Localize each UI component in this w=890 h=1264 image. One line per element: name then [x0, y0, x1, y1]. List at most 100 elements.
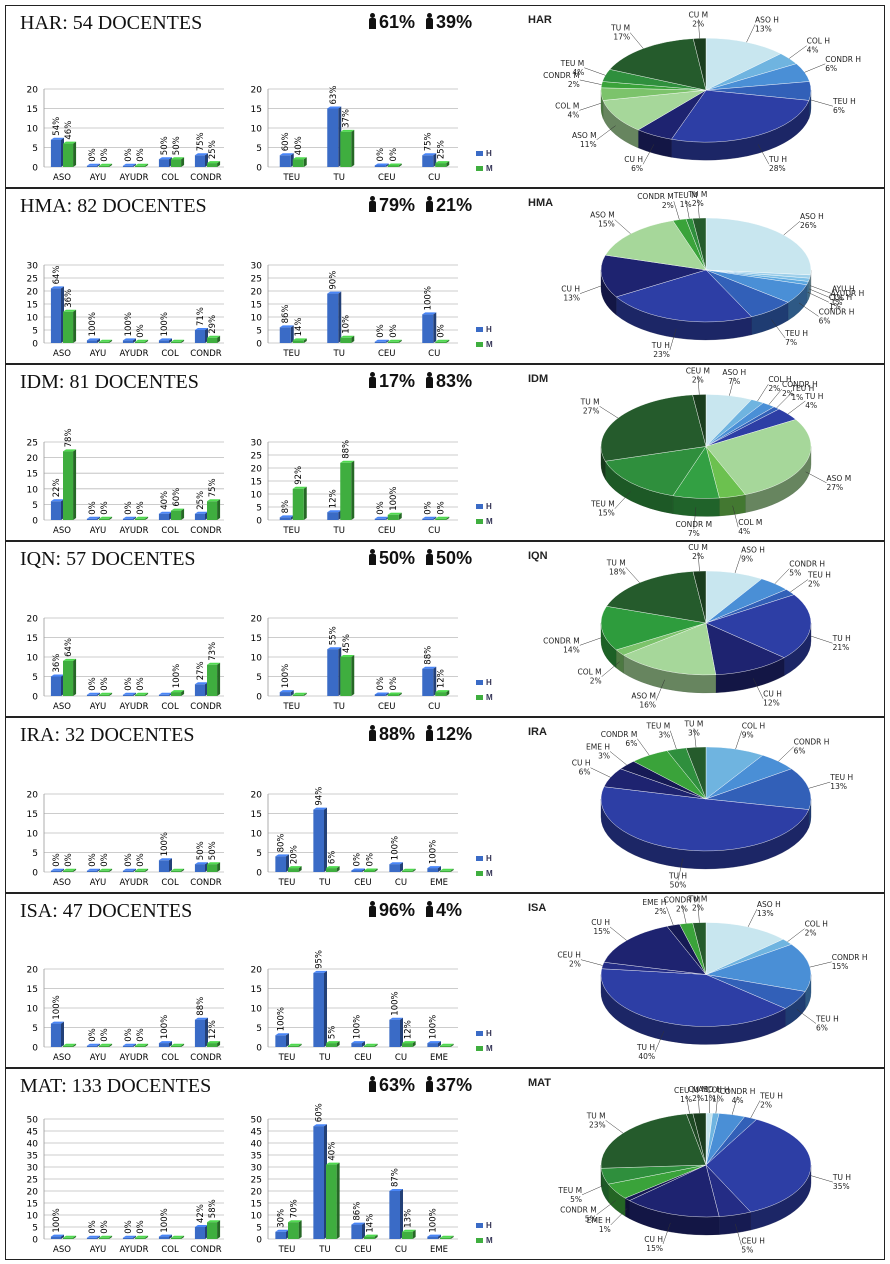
- pie-slice: [692, 570, 707, 624]
- data-label: 50%: [196, 841, 206, 860]
- data-label: 0%: [376, 501, 386, 515]
- y-tick-label: 25: [27, 1176, 38, 1186]
- x-tick-label: CEU: [354, 878, 372, 888]
- data-label: 75%: [424, 132, 434, 151]
- pie-slice-label: TU H: [768, 155, 787, 164]
- y-tick-label: 0: [32, 1044, 38, 1054]
- bar-top: [351, 1041, 365, 1044]
- bar-top: [194, 1017, 208, 1020]
- pie-slice-value: 27%: [583, 406, 600, 415]
- panel-title: IDM: 81 DOCENTES: [20, 371, 199, 393]
- data-label: 13%: [403, 1209, 413, 1228]
- pie-slice-value: 6%: [825, 64, 837, 73]
- gender-percentages: 96% 4%: [368, 900, 462, 921]
- bar-h: [389, 1019, 400, 1047]
- bar-top: [427, 1234, 441, 1237]
- pie-title: HMA: [528, 197, 554, 209]
- leader-line: [584, 67, 606, 76]
- man-icon: [368, 196, 376, 212]
- bar-h: [327, 108, 339, 167]
- bar-side: [398, 163, 402, 167]
- women-percent: 50%: [436, 548, 473, 568]
- women-percent: 37%: [436, 1075, 473, 1095]
- data-label: 5%: [327, 1026, 337, 1040]
- bar-m: [171, 159, 182, 167]
- bar-top: [440, 868, 454, 871]
- bar-top: [194, 328, 208, 330]
- y-tick-label: 0: [256, 340, 262, 350]
- y-tick-label: 15: [27, 105, 38, 115]
- pie-title: MAT: [528, 1077, 552, 1089]
- pie-slice-label: ASO H: [698, 1085, 722, 1094]
- y-tick-label: 20: [251, 615, 263, 625]
- legend-swatch: [476, 856, 483, 862]
- bar-side: [73, 1043, 77, 1047]
- bar-side: [109, 516, 113, 520]
- bar-top: [158, 858, 172, 861]
- data-label: 75%: [196, 132, 206, 151]
- pie-slice-label: CU H: [644, 1235, 663, 1244]
- data-label: 40%: [160, 491, 170, 510]
- data-label: 64%: [64, 638, 74, 657]
- y-tick-label: 45: [251, 1128, 262, 1138]
- bar-top: [340, 655, 355, 657]
- pie-chart: ASO H26%AYU H1%AYUDR H1%COL H1%CONDR H6%…: [561, 190, 864, 359]
- woman-icon: [425, 1076, 434, 1092]
- legend-swatch: [476, 327, 483, 333]
- bar-top: [135, 868, 149, 871]
- leader-line: [685, 199, 690, 219]
- bar-m: [435, 692, 447, 696]
- x-tick-label: TU: [318, 1053, 330, 1063]
- leader-line: [731, 1096, 738, 1115]
- x-tick-label: COL: [161, 878, 179, 888]
- x-tick-label: TU: [318, 878, 330, 888]
- y-tick-label: 20: [251, 1188, 263, 1198]
- women-percent: 4%: [436, 900, 463, 920]
- bar-top: [326, 1162, 340, 1165]
- y-tick-label: 0: [32, 693, 38, 703]
- x-tick-label: CU: [395, 1053, 407, 1063]
- y-tick-label: 0: [256, 164, 262, 174]
- bar-side: [303, 486, 307, 520]
- x-tick-label: AYUDR: [119, 349, 148, 359]
- y-tick-label: 45: [27, 1128, 38, 1138]
- x-tick-label: ASO: [53, 702, 71, 712]
- bar-top: [364, 868, 378, 871]
- pie-slice-value: 50%: [670, 880, 687, 889]
- bar-h: [194, 684, 205, 696]
- bar-top: [422, 516, 437, 519]
- data-label: 86%: [353, 1202, 363, 1221]
- bar-top: [99, 339, 113, 342]
- bar-m: [207, 163, 218, 167]
- x-tick-label: CONDR: [190, 878, 222, 888]
- bar-h: [86, 1237, 97, 1239]
- bar-h: [313, 1126, 324, 1239]
- legend-item-h: H: [476, 1221, 493, 1230]
- panel-title: IRA: 32 DOCENTES: [20, 724, 195, 746]
- data-label: 8%: [281, 500, 291, 514]
- women-percent: 83%: [436, 371, 473, 391]
- leader-line: [590, 767, 611, 778]
- data-label: 25%: [437, 140, 447, 159]
- bar-side: [324, 970, 327, 1047]
- bar-m: [135, 870, 146, 872]
- bar-side: [351, 335, 355, 343]
- bar-top: [374, 339, 389, 342]
- legend-item-h: H: [476, 325, 493, 334]
- bar-side: [324, 807, 327, 872]
- bar-top: [171, 1043, 185, 1046]
- bar-h: [158, 513, 169, 520]
- bar-side: [109, 339, 113, 343]
- men-percent: 88%: [379, 724, 416, 744]
- pie-slice-label: CONDR M: [560, 1206, 597, 1215]
- leader-line: [693, 507, 697, 530]
- pie-slice-value: 2%: [805, 929, 817, 938]
- data-label: 36%: [52, 654, 62, 673]
- pie-chart: ASO H13%COL H4%CONDR H6%TEU H6%TU H28%CU…: [543, 10, 861, 173]
- leader-line: [669, 328, 677, 351]
- y-tick-label: 20: [27, 86, 39, 96]
- bar-top: [374, 516, 389, 519]
- bar-m: [99, 1237, 110, 1239]
- pie-slice: [623, 622, 717, 676]
- data-label: 0%: [88, 853, 98, 867]
